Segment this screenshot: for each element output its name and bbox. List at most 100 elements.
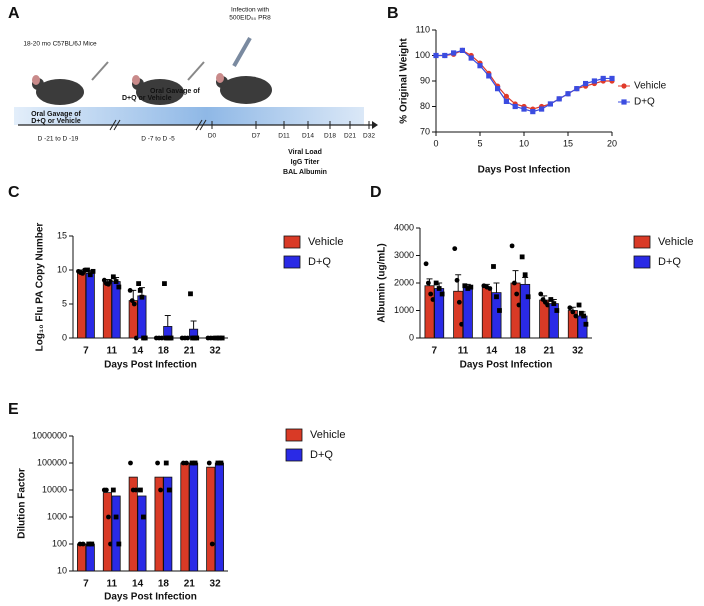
x-tick-label: 14 bbox=[132, 346, 144, 357]
series-line bbox=[436, 49, 612, 110]
bar bbox=[206, 466, 216, 572]
data-point bbox=[459, 321, 465, 327]
legend-label: D+Q bbox=[308, 256, 331, 268]
marker bbox=[451, 50, 457, 56]
y-axis-label: Dilution Factor bbox=[17, 468, 28, 539]
panel-label: A bbox=[8, 5, 20, 22]
bar bbox=[189, 462, 199, 572]
bar bbox=[111, 281, 121, 339]
marker bbox=[495, 86, 501, 92]
bar bbox=[214, 462, 224, 572]
bar bbox=[85, 543, 95, 572]
x-tick-label: 15 bbox=[563, 138, 573, 148]
data-point bbox=[158, 487, 163, 493]
data-point bbox=[219, 335, 225, 341]
data-point bbox=[188, 291, 193, 297]
y-tick-label: 10 bbox=[57, 565, 67, 575]
gavage-text: Oral Gavage of bbox=[150, 88, 200, 95]
bar bbox=[453, 290, 464, 339]
timepoint: D21 bbox=[344, 133, 356, 140]
marker bbox=[530, 109, 536, 115]
marker bbox=[539, 106, 545, 112]
data-point bbox=[184, 460, 189, 466]
bar bbox=[85, 272, 95, 339]
infection-text: 500EID₅₀ PR8 bbox=[229, 15, 271, 22]
data-point bbox=[217, 335, 222, 341]
y-tick-label: 15 bbox=[57, 230, 67, 240]
data-point bbox=[138, 487, 143, 493]
x-tick-label: 7 bbox=[432, 346, 438, 357]
data-point bbox=[90, 268, 96, 274]
data-point bbox=[168, 335, 174, 341]
x-tick-label: 11 bbox=[106, 346, 117, 357]
y-tick-label: 100 bbox=[52, 538, 67, 548]
data-point bbox=[142, 335, 148, 341]
data-point bbox=[522, 272, 528, 278]
readout: Viral Load bbox=[288, 149, 322, 156]
data-point bbox=[567, 305, 573, 311]
x-tick-label: 14 bbox=[132, 579, 144, 590]
y-tick-label: 70 bbox=[420, 126, 430, 136]
bar bbox=[77, 543, 87, 572]
y-tick-label: 1000 bbox=[394, 305, 414, 315]
data-point bbox=[494, 294, 499, 300]
marker bbox=[512, 103, 518, 110]
x-tick-label: 11 bbox=[106, 579, 117, 590]
data-point bbox=[139, 294, 145, 300]
readout: IgG Titer bbox=[291, 159, 320, 166]
legend-marker bbox=[621, 99, 627, 105]
data-point bbox=[192, 460, 198, 466]
data-point bbox=[576, 302, 582, 308]
bar bbox=[491, 292, 502, 339]
x-tick-label: 18 bbox=[158, 346, 170, 357]
bar bbox=[462, 286, 473, 339]
y-tick-label: 4000 bbox=[394, 222, 414, 232]
data-point bbox=[103, 487, 109, 493]
legend-label: Vehicle bbox=[634, 81, 667, 92]
data-point bbox=[468, 284, 474, 290]
y-tick-label: 5 bbox=[62, 298, 67, 308]
bar bbox=[510, 282, 521, 339]
marker bbox=[574, 86, 580, 92]
legend-swatch bbox=[633, 255, 651, 269]
timepoint: D32 bbox=[363, 133, 375, 140]
bar bbox=[154, 476, 164, 572]
legend-marker bbox=[621, 83, 627, 89]
timeline-breaks bbox=[109, 119, 207, 131]
data-point bbox=[206, 460, 212, 466]
bar bbox=[481, 286, 492, 339]
legend-swatch bbox=[633, 235, 651, 249]
data-point bbox=[113, 279, 119, 284]
y-axis-label: % Original Weight bbox=[399, 38, 410, 124]
bar bbox=[577, 315, 588, 339]
y-tick-label: 90 bbox=[420, 75, 430, 85]
gavage-text: D+Q or Vehicle bbox=[31, 118, 81, 125]
error-bar bbox=[493, 282, 500, 293]
data-point bbox=[516, 302, 522, 308]
data-point bbox=[214, 335, 220, 341]
data-point bbox=[159, 335, 165, 341]
schematic: A 18-20 mo C57BL/6J Mice Oral Gavage of … bbox=[8, 5, 378, 176]
data-point bbox=[133, 487, 139, 493]
data-point bbox=[554, 308, 560, 313]
data-point bbox=[131, 301, 137, 307]
data-point bbox=[487, 286, 493, 291]
bar bbox=[111, 495, 121, 572]
data-point bbox=[462, 283, 468, 289]
marker bbox=[600, 75, 606, 82]
bar bbox=[102, 492, 112, 572]
gavage-text: Oral Gavage of bbox=[31, 111, 81, 118]
data-point bbox=[116, 541, 122, 547]
error-bar bbox=[455, 274, 462, 292]
x-tick-label: 7 bbox=[83, 579, 89, 590]
y-tick-label: 3000 bbox=[394, 250, 414, 260]
data-point bbox=[137, 288, 143, 293]
data-point bbox=[85, 267, 90, 273]
data-point bbox=[436, 286, 442, 291]
panel-label: B bbox=[387, 5, 399, 22]
x-tick-label: 32 bbox=[210, 579, 222, 590]
infection-text: Infection with bbox=[231, 7, 269, 14]
marker bbox=[547, 101, 553, 107]
legend-label: Vehicle bbox=[308, 236, 343, 248]
